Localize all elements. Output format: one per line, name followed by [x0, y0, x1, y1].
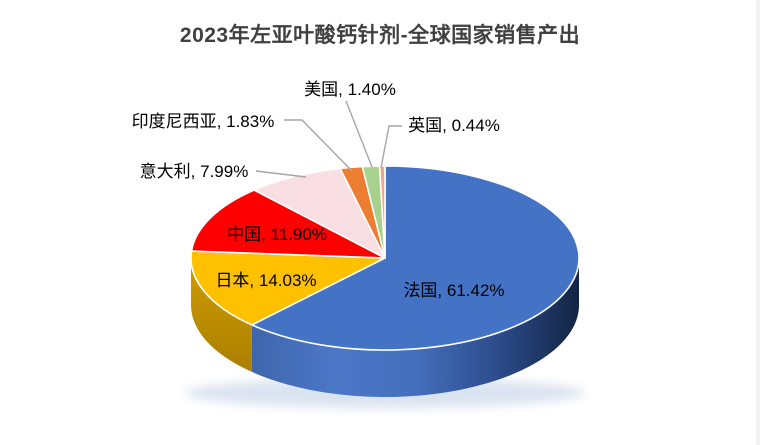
slice-label-uk: 英国, 0.44%	[408, 116, 500, 135]
pie-slice-uk[interactable]	[378, 165, 386, 259]
pie-slice-china[interactable]	[190, 189, 386, 259]
leader-line-uk	[380, 125, 402, 169]
leader-line-italy	[255, 170, 307, 178]
chart-title: 2023年左亚叶酸钙针剂-全球国家销售产出	[179, 24, 581, 47]
slice-label-indonesia: 印度尼西亚, 1.83%	[132, 112, 275, 131]
slice-label-italy: 意大利, 7.99%	[140, 162, 249, 181]
pie-side-japan	[190, 258, 252, 372]
slice-label-france: 法国, 61.42%	[403, 281, 504, 300]
leader-line-indonesia	[284, 119, 353, 172]
pie-slice-france[interactable]	[251, 165, 580, 351]
pie-slice-italy[interactable]	[253, 167, 386, 259]
slice-label-japan: 日本, 14.03%	[215, 271, 316, 290]
leader-line-usa	[345, 100, 373, 168]
pie-side-france	[251, 258, 579, 398]
pie-slice-japan[interactable]	[190, 250, 386, 326]
slice-label-usa: 美国, 1.40%	[304, 80, 396, 99]
slice-label-china: 中国, 11.90%	[227, 225, 327, 244]
right-edge-strip	[756, 0, 760, 445]
